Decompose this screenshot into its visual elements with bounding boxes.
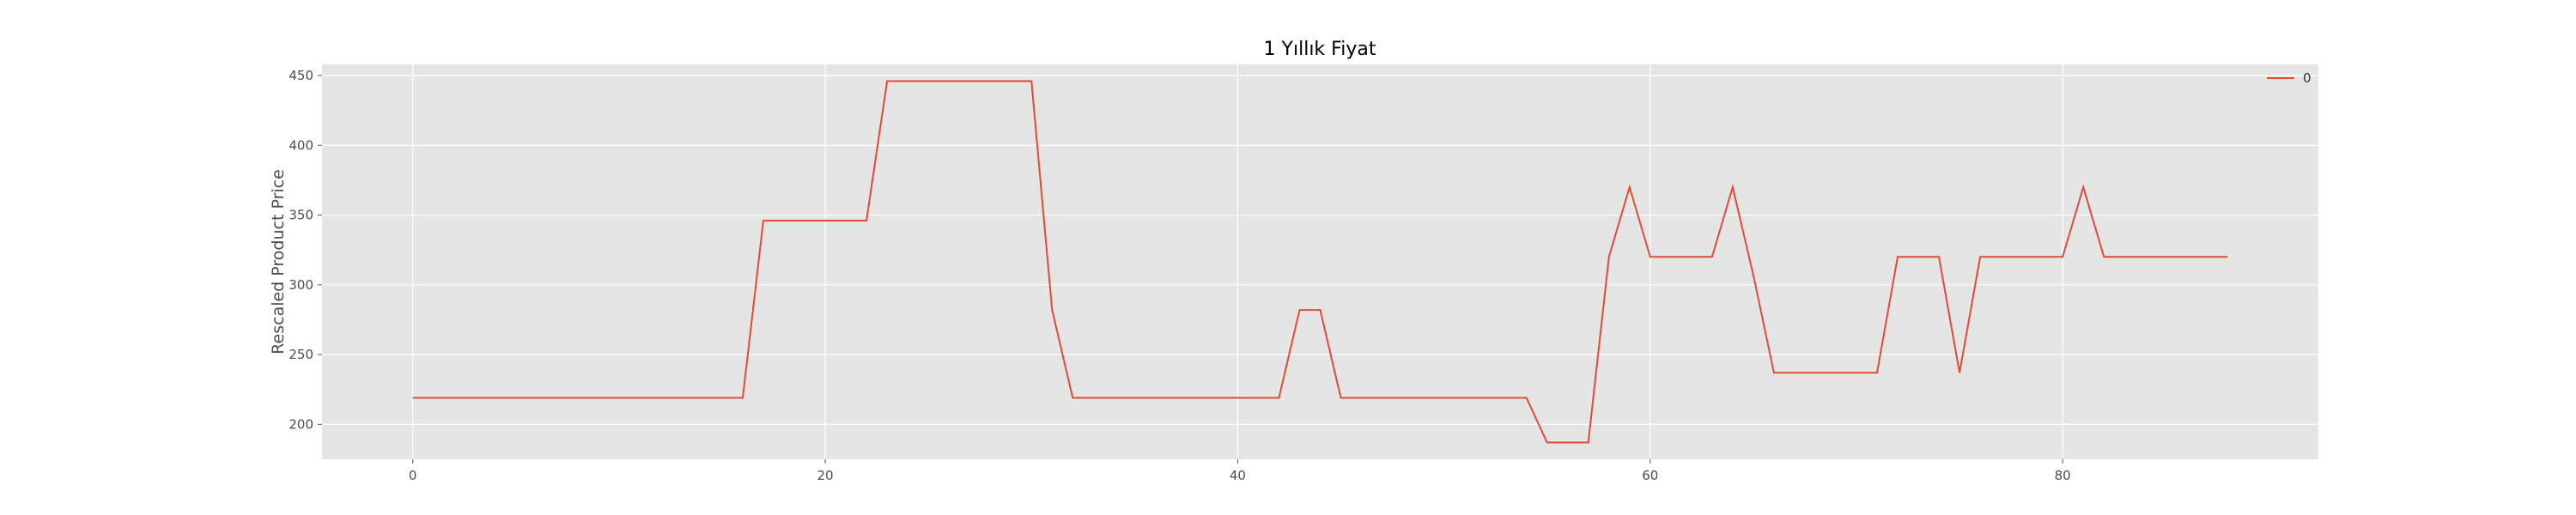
x-tick-label: 60 <box>1642 468 1658 483</box>
y-tick-label: 300 <box>289 277 313 293</box>
legend-label-series-0: 0 <box>2303 70 2312 86</box>
x-tick-label: 20 <box>817 468 834 483</box>
y-tick-label: 250 <box>289 347 313 362</box>
y-tick-label: 450 <box>289 68 313 83</box>
legend: 0 <box>2267 70 2312 86</box>
grid-lines <box>322 64 2318 459</box>
plot-area <box>322 64 2318 459</box>
y-axis-label: Rescaled Product Price <box>269 169 288 354</box>
axis-ticks: 0 20 40 60 80 200 250 300 350 400 450 <box>289 68 2070 483</box>
chart-title: 1 Yıllık Fiyat <box>1264 39 1376 60</box>
series-line-0 <box>412 80 2228 444</box>
x-tick-label: 0 <box>409 468 417 483</box>
x-tick-label: 80 <box>2055 468 2071 483</box>
x-tick-label: 40 <box>1230 468 1246 483</box>
y-tick-label: 400 <box>289 137 313 153</box>
y-tick-label: 200 <box>289 416 313 432</box>
series-layer <box>412 80 2228 444</box>
y-tick-label: 350 <box>289 208 313 223</box>
